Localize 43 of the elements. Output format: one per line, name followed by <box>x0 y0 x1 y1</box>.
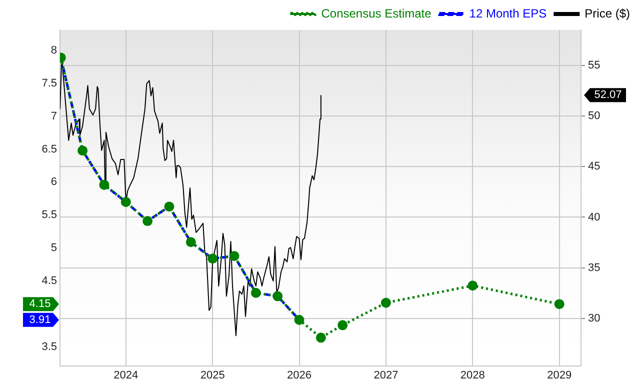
point <box>316 332 326 343</box>
legend-label: 12 Month EPS <box>469 6 547 20</box>
y2-tick-label: 35 <box>588 262 600 274</box>
y-tick-label: 4.5 <box>42 275 57 288</box>
point <box>250 288 261 298</box>
point <box>554 299 564 310</box>
point <box>78 146 88 156</box>
y2-tick-label: 55 <box>588 59 600 72</box>
y-tick-label: 5.5 <box>42 209 57 222</box>
y-tick-label: 6.5 <box>42 143 57 156</box>
point <box>272 291 283 302</box>
point <box>99 180 110 190</box>
x-tick-label: 2028 <box>460 370 485 380</box>
y2-tick-label: 50 <box>588 110 600 122</box>
y-tick-label: 7 <box>50 110 57 122</box>
point <box>186 237 196 248</box>
point <box>338 320 348 330</box>
y2-tick-label: 45 <box>588 160 600 173</box>
annotation: 3.91 <box>29 314 51 326</box>
y-tick-label: 5 <box>50 242 57 254</box>
x-tick-label: 2026 <box>287 370 312 380</box>
y2-tick-label: 40 <box>588 211 600 224</box>
point <box>380 298 391 308</box>
y-tick-label: 6 <box>50 176 57 188</box>
y-tick-label: 7.5 <box>42 77 57 90</box>
x-tick-label: 2029 <box>547 370 572 380</box>
y-tick-label: 8 <box>50 44 57 56</box>
point <box>142 216 153 226</box>
point <box>208 254 218 264</box>
legend-label: Price ($) <box>584 6 630 20</box>
y-tick-label: 3.5 <box>42 340 57 353</box>
x-tick-label: 2027 <box>374 370 398 380</box>
legend-label: Consensus Estimate <box>321 6 432 20</box>
point <box>468 280 478 291</box>
point <box>164 202 174 212</box>
x-tick-label: 2025 <box>200 370 225 380</box>
point <box>120 196 131 207</box>
annotation: 4.15 <box>29 298 51 310</box>
point <box>229 250 240 261</box>
y2-tick-label: 30 <box>588 312 600 324</box>
x-tick-label: 2024 <box>114 370 138 380</box>
text: 52.07 <box>594 89 622 102</box>
point <box>294 314 304 325</box>
